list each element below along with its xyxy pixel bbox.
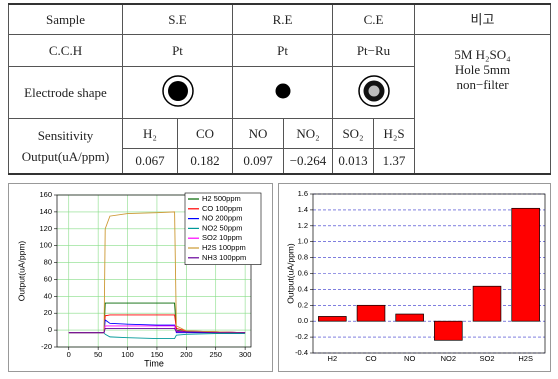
- x-tick-label: H2S: [518, 354, 533, 363]
- header-cell: C.E: [332, 3, 416, 35]
- value-cell: −0.264: [283, 147, 334, 175]
- se-electrode-icon: [161, 74, 194, 107]
- row-label: C.C.H: [8, 33, 123, 67]
- header-cell: Sample: [8, 3, 123, 35]
- y-tick-label: 1.0: [298, 237, 308, 246]
- label-line: Output(uA/ppm): [21, 148, 110, 164]
- y-tick-label: 0.0: [298, 316, 308, 325]
- y-tick-label: 120: [39, 224, 52, 233]
- cell: Pt: [121, 33, 234, 67]
- legend-label: H2 500ppm: [202, 194, 241, 203]
- x-tick-label: CO: [365, 354, 376, 363]
- x-tick-label: 300: [239, 350, 252, 359]
- y-tick-label: 80: [44, 258, 52, 267]
- remarks-cell: 5M H₂SO₄ Hole 5mm non−filter: [414, 33, 552, 175]
- value-cell: 1.37: [373, 147, 416, 175]
- x-tick-label: 150: [151, 350, 164, 359]
- label-line: Sensitivity: [37, 127, 94, 143]
- remark: Hole 5mm: [454, 61, 511, 77]
- x-tick-label: 250: [209, 350, 222, 359]
- legend-label: SO2 10ppm: [202, 233, 242, 242]
- x-tick-label: SO2: [479, 354, 494, 363]
- value-cell: 0.013: [332, 147, 375, 175]
- y-tick-label: 0.2: [298, 300, 308, 309]
- bar: [318, 316, 347, 322]
- y-tick-label: 0.4: [298, 284, 308, 293]
- cell: [332, 65, 416, 119]
- gas-cell: SO₂: [332, 117, 375, 149]
- plot-frame: [56, 194, 252, 348]
- cell: Pt: [232, 33, 334, 67]
- spec-table: Sample S.E R.E C.E 비고 C.C.H Pt Pt Pt−Ru …: [8, 3, 552, 175]
- gas-cell: H₂: [122, 117, 178, 149]
- value-cell: 0.067: [122, 147, 178, 175]
- y-tick-label: 160: [39, 190, 52, 199]
- y-tick-label: 0.8: [298, 253, 308, 262]
- y-axis-label: Output(uA/ppm): [16, 241, 26, 302]
- remark: 5M H₂SO₄: [454, 46, 511, 62]
- y-tick-label: 140: [39, 207, 52, 216]
- row-label: Electrode shape: [8, 65, 123, 119]
- plot-frame: [312, 193, 546, 354]
- y-tick-label: 20: [44, 308, 52, 317]
- bar: [472, 285, 502, 322]
- value-cell: 0.097: [232, 147, 285, 175]
- bar: [356, 304, 386, 322]
- value-cell: 0.182: [176, 147, 234, 175]
- gas-cell: CO: [176, 117, 234, 149]
- header-cell: 비고: [414, 3, 552, 35]
- y-tick-label: -0.2: [295, 332, 308, 341]
- y-tick-label: -20: [41, 342, 52, 351]
- y-tick-label: 1.4: [298, 205, 308, 214]
- y-axis-label: Output(uA/ppm): [285, 243, 295, 304]
- legend-label: NO2 50ppm: [202, 223, 242, 232]
- legend-label: NO 200ppm: [202, 214, 242, 223]
- y-tick-label: 1.2: [298, 221, 308, 230]
- x-tick-label: 0: [67, 350, 71, 359]
- re-electrode-icon: [275, 83, 291, 98]
- y-tick-label: 60: [44, 274, 52, 283]
- bar: [395, 313, 424, 322]
- x-tick-label: NO2: [441, 354, 456, 363]
- series-line: [68, 327, 246, 334]
- x-axis-label: Time: [144, 358, 164, 368]
- bar: [434, 320, 463, 341]
- series-line: [68, 332, 246, 340]
- header-cell: S.E: [121, 3, 234, 35]
- remark: non−filter: [456, 76, 509, 92]
- x-tick-label: 50: [94, 350, 102, 359]
- y-tick-label: 40: [44, 291, 52, 300]
- y-tick-label: 100: [39, 241, 52, 250]
- legend-label: NH3 100ppm: [202, 253, 246, 262]
- x-tick-label: H2: [328, 354, 338, 363]
- ce-electrode-icon: [357, 74, 390, 107]
- x-tick-label: NO: [404, 354, 415, 363]
- x-tick-label: 100: [121, 350, 134, 359]
- y-tick-label: 0: [48, 325, 52, 334]
- y-tick-label: -0.4: [295, 348, 308, 357]
- bar: [511, 207, 540, 322]
- row-label: Sensitivity Output(uA/ppm): [8, 117, 123, 175]
- legend-label: CO 100ppm: [202, 204, 242, 213]
- x-tick-label: 200: [180, 350, 193, 359]
- legend-label: H2S 100ppm: [202, 243, 246, 252]
- y-tick-label: 0.6: [298, 268, 308, 277]
- series-line: [68, 319, 246, 334]
- y-tick-label: 1.6: [298, 189, 308, 198]
- chart-frame: [278, 183, 551, 372]
- series-line: [68, 211, 246, 334]
